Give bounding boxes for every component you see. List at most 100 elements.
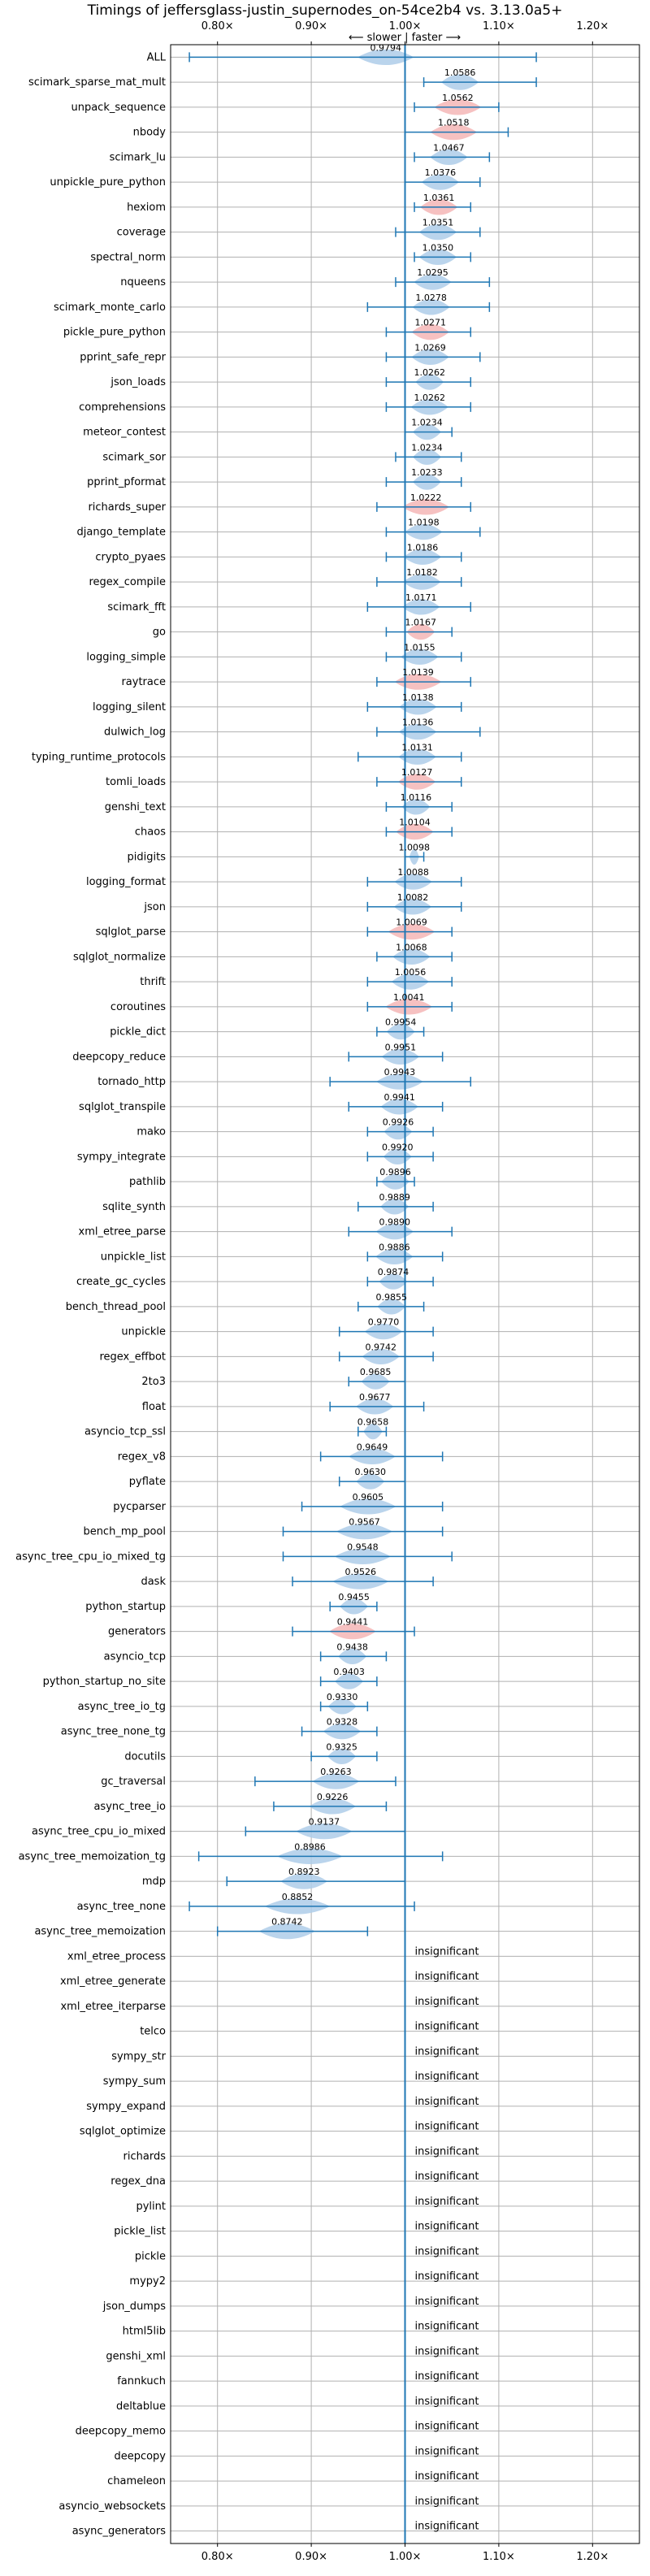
x-tick-label-top: 0.90×: [295, 20, 327, 33]
value-label: 0.9874: [378, 1267, 410, 1277]
labels-layer: ALL 0.9794 scimark_sparse_mat_mult 1.0586 un…: [15, 42, 479, 2537]
value-label: 0.9889: [379, 1192, 410, 1203]
category-label: spectral_norm: [90, 251, 166, 263]
category-label: sympy_sum: [103, 2075, 166, 2088]
value-label: 1.0139: [402, 667, 434, 678]
category-label: regex_dna: [110, 2175, 166, 2188]
marks-layer: [188, 45, 537, 2543]
category-label: async_tree_cpu_io_mixed: [32, 1826, 166, 1838]
value-label: 0.9526: [345, 1567, 377, 1577]
insignificant-label: insignificant: [415, 2145, 479, 2158]
value-label: 1.0562: [442, 93, 474, 103]
value-label: 1.0376: [425, 167, 457, 178]
value-label: 1.0155: [404, 642, 436, 653]
category-label: generators: [108, 1626, 166, 1638]
value-label: 1.0222: [410, 492, 442, 503]
plot-frame: [170, 44, 640, 2544]
x-tick-label-bottom: 0.90×: [295, 2551, 327, 2563]
insignificant-label: insignificant: [415, 2521, 479, 2533]
category-label: xml_etree_iterparse: [60, 2001, 166, 2013]
category-label: nbody: [133, 127, 167, 139]
insignificant-label: insignificant: [415, 1971, 479, 1983]
category-label: scimark_fft: [107, 601, 166, 614]
category-label: float: [142, 1401, 166, 1413]
insignificant-label: insignificant: [415, 2196, 479, 2208]
value-label: 1.0082: [397, 892, 429, 903]
category-label: asyncio_tcp_ssl: [84, 1426, 166, 1438]
category-label: xml_etree_process: [67, 1950, 166, 1962]
category-label: sqlite_synth: [102, 1201, 166, 1213]
category-label: richards: [124, 2150, 167, 2162]
value-label: 0.8742: [271, 1917, 303, 1928]
category-label: async_tree_memoization: [34, 1926, 166, 1938]
category-label: scimark_monte_carlo: [54, 301, 166, 314]
value-label: 0.9330: [327, 1692, 358, 1702]
value-label: 0.9920: [382, 1142, 414, 1152]
value-label: 0.9226: [317, 1792, 349, 1802]
value-label: 1.0233: [411, 467, 443, 478]
insignificant-label: insignificant: [415, 2470, 479, 2483]
insignificant-label: insignificant: [415, 2096, 479, 2108]
axis-direction-note: ⟵ slower | faster ⟶: [349, 32, 461, 44]
x-tick-label-bottom: 1.10×: [483, 2551, 515, 2563]
category-label: pylint: [136, 2201, 166, 2213]
value-label: 0.9455: [338, 1592, 370, 1602]
category-label: bench_mp_pool: [83, 1526, 166, 1538]
value-label: 1.0271: [415, 318, 447, 328]
insignificant-label: insignificant: [415, 2171, 479, 2183]
insignificant-label: insignificant: [415, 2245, 479, 2257]
value-label: 1.0116: [401, 792, 432, 803]
category-label: asyncio_websockets: [58, 2500, 166, 2513]
category-label: sqlglot_transpile: [79, 1101, 166, 1113]
x-tick-label-bottom: 1.00×: [389, 2551, 422, 2563]
value-label: 1.0056: [395, 967, 427, 978]
chart-title: Timings of jeffersglass-justin_supernode…: [87, 2, 563, 19]
value-label: 1.0198: [408, 518, 440, 528]
insignificant-label: insignificant: [415, 2396, 479, 2408]
category-label: sympy_str: [111, 2050, 166, 2062]
category-label: chameleon: [107, 2475, 166, 2487]
category-label: pyflate: [129, 1476, 166, 1488]
category-label: json: [143, 901, 166, 913]
insignificant-label: insignificant: [415, 2345, 479, 2357]
category-label: async_tree_cpu_io_mixed_tg: [15, 1550, 166, 1563]
value-label: 0.9567: [349, 1517, 380, 1528]
value-label: 1.0269: [414, 342, 446, 353]
value-label: 0.9794: [370, 42, 401, 53]
category-label: coroutines: [110, 1001, 166, 1013]
insignificant-label: insignificant: [415, 2370, 479, 2383]
category-label: mypy2: [129, 2275, 166, 2288]
value-label: 0.9886: [379, 1242, 410, 1252]
category-label: xml_etree_parse: [79, 1226, 166, 1238]
category-label: unpickle_pure_python: [50, 176, 166, 189]
category-label: richards_super: [88, 501, 166, 514]
category-label: logging_simple: [86, 651, 166, 663]
value-label: 0.9896: [379, 1167, 411, 1177]
value-label: 1.0262: [414, 367, 445, 378]
value-label: 0.9325: [326, 1741, 358, 1752]
category-label: html5lib: [123, 2326, 166, 2338]
category-label: json_loads: [110, 376, 166, 388]
category-label: chaos: [135, 826, 166, 839]
category-label: sympy_integrate: [77, 1151, 166, 1163]
value-label: 0.9677: [359, 1392, 391, 1403]
value-label: 0.9770: [368, 1317, 400, 1328]
category-label: create_gc_cycles: [76, 1276, 166, 1288]
category-label: scimark_sparse_mat_mult: [28, 76, 166, 89]
category-label: pprint_pformat: [87, 476, 166, 488]
category-label: python_startup_no_site: [43, 1676, 166, 1688]
insignificant-label: insignificant: [415, 2045, 479, 2058]
value-label: 1.0138: [402, 692, 434, 703]
value-label: 1.0351: [422, 218, 454, 228]
category-label: raytrace: [121, 676, 166, 688]
x-tick-label-bottom: 1.20×: [576, 2551, 609, 2563]
category-label: pidigits: [128, 851, 167, 863]
value-label: 0.9855: [376, 1292, 408, 1303]
category-label: mdp: [142, 1876, 166, 1888]
category-label: tomli_loads: [106, 776, 166, 788]
category-label: pickle: [135, 2250, 166, 2262]
category-label: pprint_safe_repr: [80, 351, 166, 363]
category-label: django_template: [77, 527, 166, 539]
value-label: 0.8852: [282, 1892, 314, 1902]
